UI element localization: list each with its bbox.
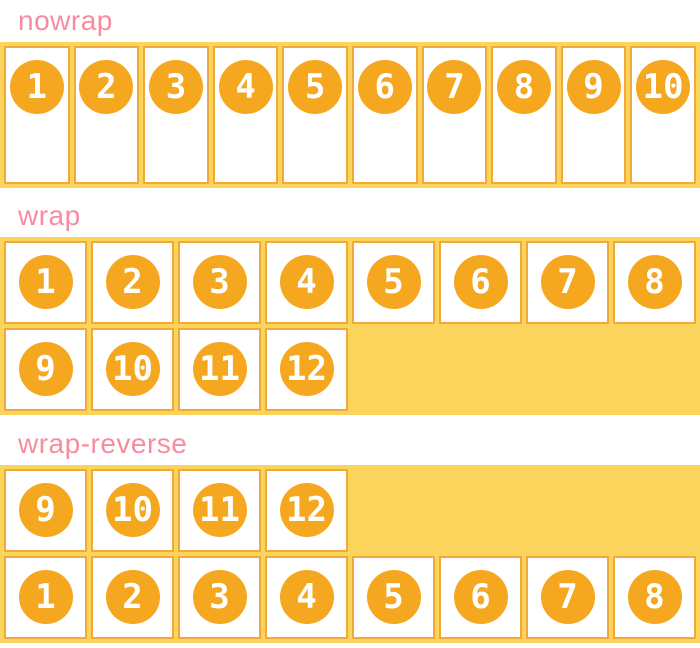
item-number-badge: 8 — [627, 570, 682, 624]
item-number-badge: 6 — [357, 60, 412, 114]
flex-item: 10 — [91, 328, 174, 411]
flex-item: 7 — [526, 241, 609, 324]
item-number-badge: 5 — [366, 255, 421, 309]
item-number-badge: 9 — [18, 483, 73, 537]
item-number-badge: 7 — [540, 570, 595, 624]
item-number-badge: 3 — [148, 60, 203, 114]
item-number-badge: 10 — [636, 60, 691, 114]
flex-item: 6 — [351, 46, 418, 184]
flex-item: 7 — [421, 46, 488, 184]
item-number-badge: 9 — [566, 60, 621, 114]
flex-item: 4 — [265, 241, 348, 324]
item-number-badge: 12 — [279, 342, 334, 396]
flex-item: 4 — [265, 556, 348, 639]
flex-item: 5 — [352, 556, 435, 639]
section-label-nowrap: nowrap — [18, 5, 113, 36]
item-number-badge: 10 — [105, 342, 160, 396]
item-number-badge: 11 — [192, 342, 247, 396]
item-number-badge: 2 — [105, 255, 160, 309]
item-number-badge: 2 — [105, 570, 160, 624]
item-number-badge: 12 — [279, 483, 334, 537]
item-number-badge: 4 — [218, 60, 273, 114]
flex-item: 11 — [178, 328, 261, 411]
item-number-badge: 4 — [279, 255, 334, 309]
flex-item: 10 — [91, 469, 174, 552]
item-number-badge: 3 — [192, 255, 247, 309]
flex-item: 12 — [265, 328, 348, 411]
section-label-wrap-reverse: wrap-reverse — [18, 428, 188, 459]
item-number-badge: 3 — [192, 570, 247, 624]
flex-item: 5 — [352, 241, 435, 324]
flex-item: 12 — [265, 469, 348, 552]
section-wrap: wrap 1 2 3 4 5 6 7 8 9 10 11 12 — [0, 200, 700, 415]
flex-item: 3 — [178, 556, 261, 639]
flex-item: 7 — [526, 556, 609, 639]
flex-item: 6 — [439, 556, 522, 639]
flex-item: 8 — [613, 241, 696, 324]
item-number-badge: 1 — [18, 570, 73, 624]
flex-item: 1 — [4, 556, 87, 639]
item-number-badge: 8 — [627, 255, 682, 309]
flex-item: 11 — [178, 469, 261, 552]
flex-item: 9 — [560, 46, 627, 184]
flex-item: 9 — [4, 328, 87, 411]
flex-item: 6 — [439, 241, 522, 324]
flex-item: 10 — [630, 46, 696, 184]
item-number-badge: 5 — [366, 570, 421, 624]
item-number-badge: 10 — [105, 483, 160, 537]
item-number-badge: 5 — [288, 60, 343, 114]
section-nowrap: nowrap 1 2 3 4 5 6 7 8 9 10 — [0, 5, 700, 188]
flex-item: 5 — [282, 46, 348, 184]
flex-container-wrap-reverse: 1 2 3 4 5 6 7 8 9 10 11 12 — [0, 465, 700, 643]
flex-item: 4 — [212, 46, 279, 184]
flex-item: 1 — [4, 46, 70, 184]
flex-container-wrap: 1 2 3 4 5 6 7 8 9 10 11 12 — [0, 237, 700, 415]
item-number-badge: 4 — [279, 570, 334, 624]
item-number-badge: 1 — [9, 60, 64, 114]
item-number-badge: 6 — [453, 255, 508, 309]
section-label-wrap: wrap — [18, 200, 81, 231]
flex-item: 2 — [91, 556, 174, 639]
flex-item: 3 — [178, 241, 261, 324]
item-number-badge: 1 — [18, 255, 73, 309]
item-number-badge: 6 — [453, 570, 508, 624]
item-number-badge: 8 — [496, 60, 551, 114]
flex-container-nowrap: 1 2 3 4 5 6 7 8 9 10 — [0, 42, 700, 188]
flex-item: 8 — [491, 46, 557, 184]
flex-item: 2 — [91, 241, 174, 324]
item-number-badge: 11 — [192, 483, 247, 537]
flex-item: 2 — [73, 46, 140, 184]
item-number-badge: 2 — [79, 60, 134, 114]
section-wrap-reverse: wrap-reverse 1 2 3 4 5 6 7 8 9 10 11 12 — [0, 428, 700, 643]
flex-item: 3 — [143, 46, 209, 184]
item-number-badge: 7 — [540, 255, 595, 309]
flex-item: 9 — [4, 469, 87, 552]
flex-item: 8 — [613, 556, 696, 639]
flex-item: 1 — [4, 241, 87, 324]
item-number-badge: 7 — [427, 60, 482, 114]
flex-wrap-demo: nowrap 1 2 3 4 5 6 7 8 9 10 wrap 1 2 3 4 5 6 7 8 9 10 11 12 … — [0, 5, 700, 643]
item-number-badge: 9 — [18, 342, 73, 396]
